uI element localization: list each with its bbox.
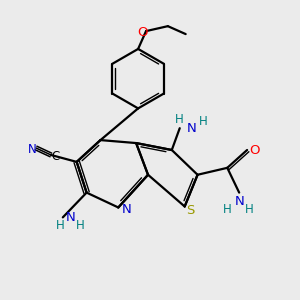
Text: N: N	[121, 203, 131, 216]
Text: N: N	[187, 122, 196, 135]
Text: H: H	[56, 219, 64, 232]
Text: N: N	[234, 195, 244, 208]
Text: N: N	[66, 211, 76, 224]
Text: S: S	[186, 204, 195, 217]
Text: O: O	[249, 143, 259, 157]
Text: H: H	[199, 115, 208, 128]
Text: H: H	[223, 203, 232, 216]
Text: N: N	[28, 142, 37, 155]
Text: H: H	[245, 203, 254, 216]
Text: C: C	[52, 150, 60, 164]
Text: H: H	[76, 219, 85, 232]
Text: O: O	[137, 26, 147, 39]
Text: H: H	[175, 113, 184, 126]
